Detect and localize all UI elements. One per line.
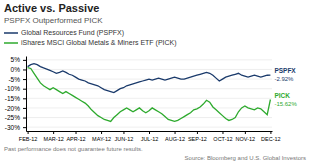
x-tick-mark	[175, 131, 176, 134]
y-tick: 5%	[11, 56, 26, 63]
legend: Global Resources Fund (PSPFX) iShares MSC…	[4, 29, 177, 47]
legend-entry: Global Resources Fund (PSPFX)	[21, 29, 124, 37]
x-tick-label: MAY-12	[92, 136, 111, 142]
series-line	[28, 64, 271, 93]
y-tick-mark	[23, 98, 26, 99]
x-tick-mark	[149, 131, 150, 134]
y-tick-mark	[23, 127, 26, 128]
x-tick-mark	[245, 131, 246, 134]
x-axis: FEB-12 MAR-12APR-12 MAY-12 JUN-12 JUL-12 AUG-…	[19, 131, 281, 142]
x-tick: MAR-12	[44, 131, 64, 142]
end-label: PSPFX	[274, 67, 296, 74]
x-tick-mark	[222, 131, 223, 134]
x-tick-label: MAR-12	[44, 136, 64, 142]
grid	[26, 60, 272, 127]
y-axis: 5% 0% -5% -10% -15% -20% -25% -30%	[5, 56, 27, 131]
end-label: -2.92%	[274, 76, 294, 82]
y-tick-mark	[23, 60, 26, 61]
y-tick-mark	[23, 69, 26, 70]
x-tick-mark	[101, 131, 102, 134]
x-tick-mark	[123, 131, 124, 134]
y-tick: -20%	[5, 105, 26, 112]
x-tick-mark	[270, 131, 271, 134]
y-tick: -30%	[5, 124, 26, 131]
x-tick-label: JUN-12	[115, 136, 134, 142]
grid-line	[26, 59, 272, 60]
legend-entry: iShares MSCI Global Metals & Miners ETF …	[21, 39, 177, 47]
footnote: Past performance does not guarantee futu…	[4, 146, 143, 152]
annotations: PSPFX -2.92% PICK -15.62%	[274, 67, 297, 106]
x-tick: FEB-12	[19, 131, 38, 142]
x-tick: JUL-12	[141, 131, 159, 142]
x-tick-label: APR-12	[66, 136, 85, 142]
legend-swatch	[4, 42, 18, 44]
grid-line	[26, 98, 272, 99]
y-tick-mark	[23, 108, 26, 109]
legend-swatch	[4, 32, 18, 34]
y-tick-label: -20%	[5, 105, 20, 112]
x-tick-label: JUL-12	[141, 136, 159, 142]
x-tick-label: DEC-12	[261, 136, 281, 142]
y-tick-label: -15%	[5, 95, 20, 102]
grid-line	[26, 107, 272, 108]
x-tick-label: SEP-12	[188, 136, 207, 142]
x-tick: JUN-12	[115, 131, 134, 142]
grid-line	[26, 127, 272, 128]
y-tick-label: -5%	[8, 76, 20, 83]
x-tick: APR-12	[66, 131, 85, 142]
y-tick-label: -25%	[5, 114, 20, 121]
x-tick: DEC-12	[261, 131, 281, 142]
x-tick-mark	[197, 131, 198, 134]
x-tick: SEP-12	[188, 131, 207, 142]
series-line	[28, 68, 271, 122]
y-axis-line	[26, 57, 27, 132]
y-tick-label: 5%	[11, 56, 21, 63]
end-label: PICK	[274, 92, 290, 99]
y-tick-label: 0%	[11, 66, 21, 73]
y-tick-label: -30%	[5, 124, 20, 131]
y-tick-mark	[23, 79, 26, 80]
x-tick-label: AUG-12	[165, 136, 185, 142]
y-tick: -15%	[5, 95, 26, 102]
x-tick-mark	[53, 131, 54, 134]
y-tick-label: -10%	[5, 85, 20, 92]
y-tick: 0%	[11, 66, 26, 73]
y-tick: -5%	[8, 76, 26, 83]
x-tick-label: NOV-12	[236, 136, 256, 142]
chart: Active vs. Passive PSPFX Outperformed PIC…	[0, 0, 310, 163]
end-label: -15.62%	[274, 101, 297, 107]
title: Active vs. Passive	[4, 2, 99, 14]
x-tick-label: OCT-12	[213, 136, 232, 142]
y-tick: -10%	[5, 85, 26, 92]
subtitle: PSPFX Outperformed PICK	[4, 16, 103, 25]
x-tick-mark	[28, 131, 29, 134]
x-tick-label: FEB-12	[19, 136, 38, 142]
grid-line	[26, 69, 272, 70]
y-tick: -25%	[5, 114, 26, 121]
x-tick: AUG-12	[165, 131, 185, 142]
x-tick-mark	[76, 131, 77, 134]
x-tick: OCT-12	[213, 131, 232, 142]
lines	[28, 64, 271, 122]
x-tick: NOV-12	[236, 131, 256, 142]
source: Source: Bloomberg and U.S. Global Invest…	[185, 155, 306, 161]
y-tick-mark	[23, 118, 26, 119]
grid-line	[26, 88, 272, 89]
x-tick: MAY-12	[92, 131, 111, 142]
y-tick-mark	[23, 89, 26, 90]
